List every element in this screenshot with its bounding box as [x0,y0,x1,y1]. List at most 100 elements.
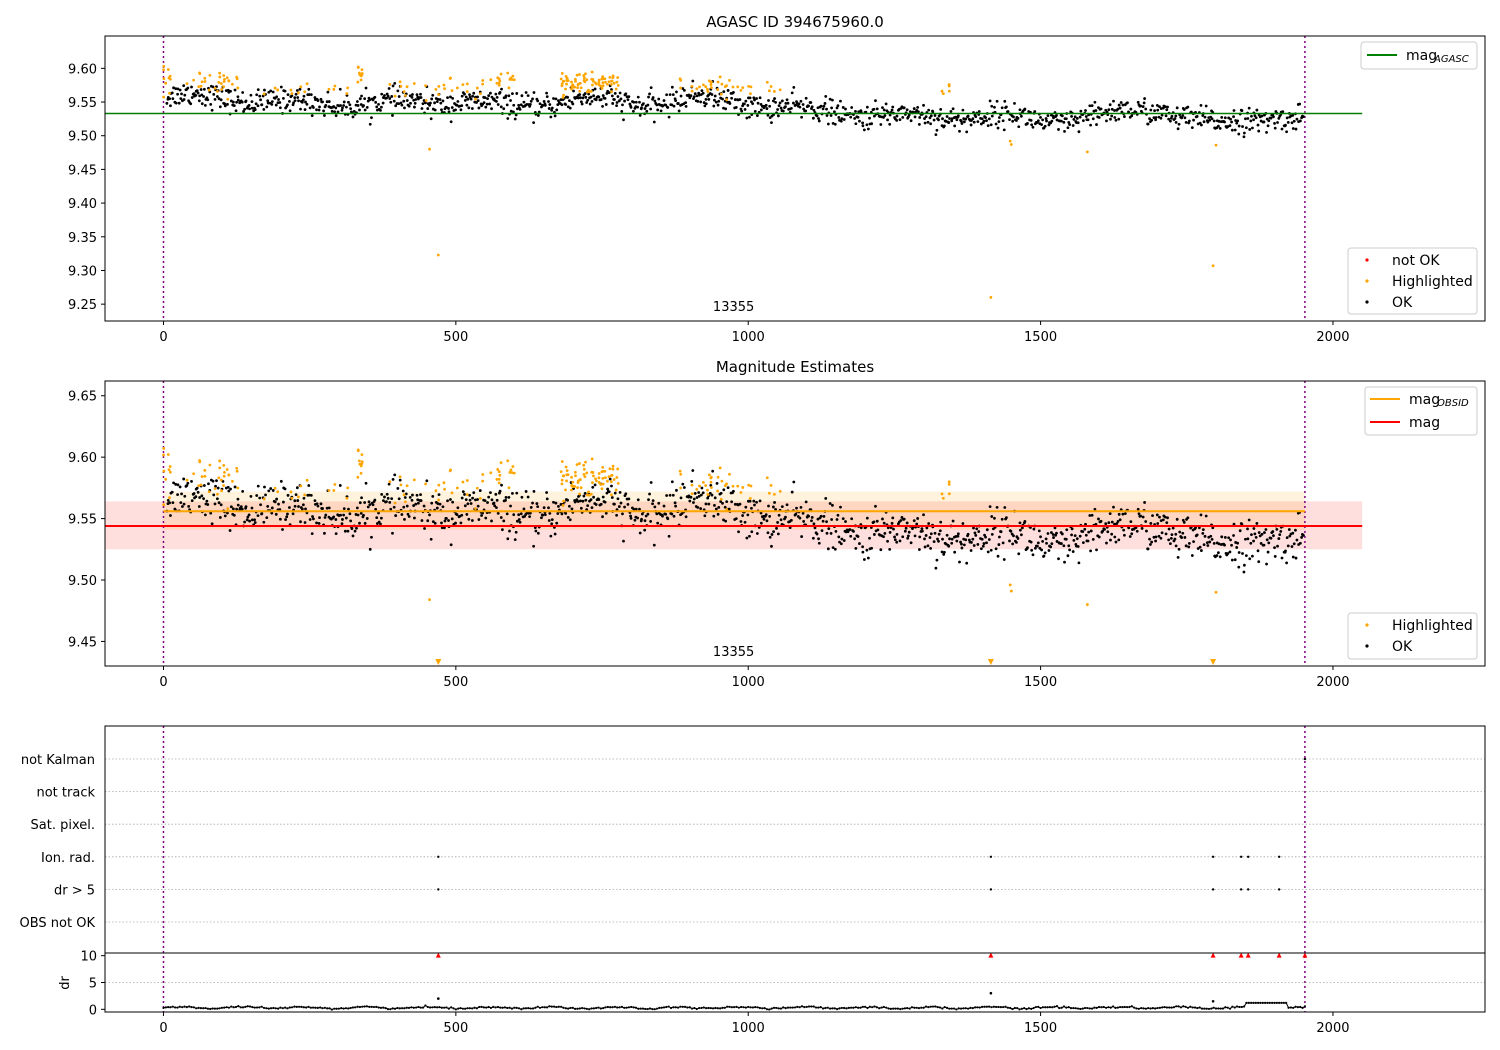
point-ok [1062,120,1066,124]
point-ok [363,501,367,504]
point-ok [1181,531,1185,535]
point-ok [1146,122,1150,126]
point-ok [367,500,371,504]
point-ok [1149,108,1153,112]
dr-clipped-marker [1302,952,1308,958]
point-ok [1141,105,1145,108]
point-ok [178,88,182,92]
point-ok [324,104,328,107]
point-ok [522,507,526,511]
point-ok [483,96,487,99]
point-ok [430,501,434,505]
point-ok [1201,531,1205,535]
point-highlighted [560,72,564,75]
point-ok [1248,557,1252,561]
legend-frame [1360,41,1478,70]
point-ok [269,89,273,93]
point-ok [200,102,204,106]
point-highlighted [585,78,589,82]
point-ok [844,520,847,523]
dr-spike-point [1211,999,1215,1003]
point-ok [734,517,738,521]
point-ok [460,104,464,107]
point-ok [295,89,299,92]
point-highlighted [582,76,586,80]
point-highlighted [578,462,581,465]
point-ok [226,485,230,489]
point-ok [704,502,708,506]
point-ok [679,94,683,98]
point-ok [962,120,966,124]
point-ok [745,116,749,120]
point-ok [296,499,300,502]
point-ok [318,105,321,109]
point-ok [1110,520,1114,524]
point-ok [274,512,278,516]
point-ok [301,503,305,507]
point-ok [727,507,731,511]
point-ok [1030,548,1034,552]
point-ok [687,494,691,498]
point-ok [696,506,700,509]
point-ok [594,503,598,506]
point-ok [844,107,847,111]
point-ok [518,520,522,524]
point-ok [950,541,954,545]
point-ok [830,518,834,521]
point-ok [1273,546,1276,550]
point-ok [834,529,838,533]
point-highlighted [208,73,212,77]
point-ok [792,480,796,484]
point-ok [1037,529,1041,533]
point-ok [682,88,686,92]
point-ok [1251,554,1254,558]
point-ok [636,95,640,99]
point-ok [197,99,201,103]
point-ok [356,104,360,107]
point-ok [940,550,944,554]
point-highlighted [208,463,212,467]
point-ok [1178,530,1182,534]
point-ok [1057,557,1060,561]
point-highlighted [424,99,428,102]
point-ok [218,516,222,519]
point-highlighted [560,84,564,88]
point-highlighted [706,488,709,492]
flag-point [1246,855,1250,858]
point-ok [326,90,330,94]
point-ok [391,477,395,481]
point-ok [583,92,587,95]
point-ok [504,496,508,499]
point-highlighted [560,82,564,86]
point-ok [307,87,311,91]
point-ok [455,513,459,516]
y-tick-label: 9.30 [68,264,97,279]
panel-title: Magnitude Estimates [716,358,874,376]
point-highlighted [495,81,499,85]
point-ok [470,519,474,522]
point-ok [912,519,916,523]
point-highlighted [584,72,587,76]
point-highlighted [474,97,477,101]
point-ok [571,102,575,106]
point-highlighted [591,471,595,474]
point-ok [1187,545,1191,549]
point-highlighted [455,486,459,490]
point-highlighted [725,84,728,88]
point-ok [1244,537,1247,541]
point-ok [1273,126,1277,130]
point-ok [926,120,930,124]
point-ok [168,501,172,505]
point-highlighted [574,79,577,83]
point-ok [249,495,253,498]
point-ok [216,486,220,490]
point-ok [627,497,631,501]
point-ok [643,107,647,110]
point-ok [1002,558,1006,561]
point-ok [1150,540,1154,544]
point-highlighted [356,475,360,479]
point-ok [696,99,700,103]
point-ok [722,106,725,110]
point-ok [1148,117,1151,121]
point-ok [874,504,877,508]
